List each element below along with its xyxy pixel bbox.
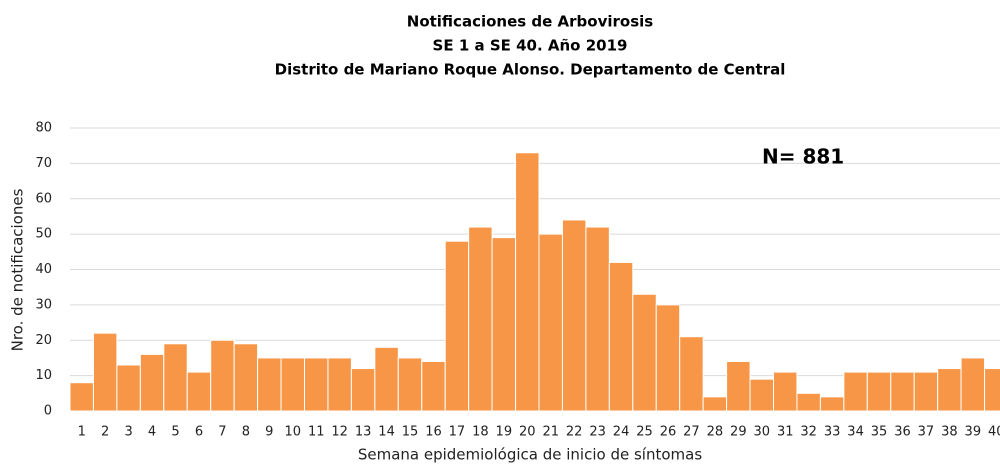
bar <box>749 378 774 412</box>
bar <box>984 368 1000 412</box>
x-tick-label: 39 <box>965 425 982 440</box>
bar <box>632 293 657 412</box>
bar <box>655 304 681 412</box>
chart-title: Notificaciones de Arbovirosis <box>407 13 654 31</box>
x-tick-label: 19 <box>496 425 513 440</box>
x-tick-label: 35 <box>871 425 888 440</box>
x-tick-label: 22 <box>566 425 583 440</box>
x-tick-label: 9 <box>265 425 273 440</box>
bar <box>350 368 376 412</box>
bar <box>257 357 282 412</box>
x-tick-label: 30 <box>754 425 771 440</box>
bar <box>937 368 962 412</box>
bar <box>866 371 892 412</box>
bar <box>515 152 540 412</box>
bar <box>561 219 587 412</box>
bar <box>374 346 399 412</box>
y-tick-label: 20 <box>35 333 52 348</box>
bar <box>702 396 728 412</box>
x-tick-label: 3 <box>124 425 132 440</box>
x-tick-label: 1 <box>78 425 86 440</box>
y-tick-label: 80 <box>35 121 52 136</box>
bar <box>538 233 563 412</box>
x-tick-label: 23 <box>589 425 606 440</box>
x-tick-label: 27 <box>683 425 700 440</box>
y-tick-label: 60 <box>35 191 52 206</box>
bar <box>679 336 704 412</box>
y-axis-label: Nro. de notificaciones <box>9 188 27 351</box>
bar <box>421 360 446 412</box>
bar <box>233 343 259 412</box>
x-tick-label: 21 <box>542 425 559 440</box>
y-tick-label: 10 <box>35 368 52 383</box>
bar <box>304 357 329 412</box>
bar <box>491 237 517 412</box>
bar <box>773 371 798 412</box>
bar <box>327 357 352 412</box>
bar <box>726 360 751 412</box>
x-tick-label: 15 <box>402 425 419 440</box>
x-tick-label: 12 <box>331 425 348 440</box>
x-tick-label: 8 <box>242 425 250 440</box>
bar <box>92 332 118 412</box>
bar <box>444 240 470 412</box>
x-tick-label: 6 <box>195 425 203 440</box>
x-tick-label: 38 <box>941 425 958 440</box>
x-tick-label: 17 <box>449 425 466 440</box>
y-tick-label: 50 <box>35 227 52 242</box>
x-tick-label: 33 <box>824 425 841 440</box>
x-tick-label: 16 <box>425 425 442 440</box>
x-tick-label: 2 <box>101 425 109 440</box>
bar <box>139 353 165 412</box>
x-tick-label: 14 <box>378 425 395 440</box>
x-tick-label: 13 <box>355 425 372 440</box>
bar <box>890 371 915 412</box>
annotation: N= 881 <box>762 145 844 169</box>
chart-title: Distrito de Mariano Roque Alonso. Depart… <box>275 61 786 79</box>
x-tick-label: 24 <box>613 425 630 440</box>
bar <box>397 357 423 412</box>
bar <box>608 261 634 412</box>
x-tick-label: 40 <box>988 425 1000 440</box>
x-tick-label: 32 <box>800 425 817 440</box>
x-tick-label: 11 <box>308 425 325 440</box>
bar <box>280 357 305 412</box>
bar <box>960 357 986 412</box>
x-tick-label: 31 <box>777 425 794 440</box>
x-axis-label: Semana epidemiológica de inicio de sínto… <box>358 446 702 464</box>
x-tick-label: 28 <box>707 425 724 440</box>
bar <box>843 371 868 412</box>
bar <box>210 339 235 412</box>
y-tick-label: 30 <box>35 297 52 312</box>
x-tick-label: 37 <box>918 425 935 440</box>
bar <box>163 343 188 412</box>
x-tick-label: 7 <box>218 425 226 440</box>
x-tick-label: 26 <box>660 425 677 440</box>
bar <box>186 371 212 412</box>
x-tick-label: 4 <box>148 425 156 440</box>
bar <box>819 396 845 412</box>
x-tick-label: 25 <box>636 425 653 440</box>
x-tick-label: 10 <box>285 425 302 440</box>
x-tick-label: 18 <box>472 425 489 440</box>
y-tick-label: 0 <box>44 404 52 419</box>
x-tick-label: 5 <box>171 425 179 440</box>
x-tick-label: 36 <box>894 425 911 440</box>
bar <box>116 364 141 412</box>
y-tick-label: 70 <box>35 156 52 171</box>
bar <box>585 226 610 412</box>
bar <box>796 392 821 412</box>
chart-title: SE 1 a SE 40. Año 2019 <box>433 37 628 55</box>
x-tick-label: 34 <box>847 425 864 440</box>
y-tick-label: 40 <box>35 262 52 277</box>
x-tick-label: 29 <box>730 425 747 440</box>
bar <box>69 382 94 412</box>
x-tick-label: 20 <box>519 425 536 440</box>
bar <box>913 371 939 412</box>
bar <box>468 226 493 412</box>
